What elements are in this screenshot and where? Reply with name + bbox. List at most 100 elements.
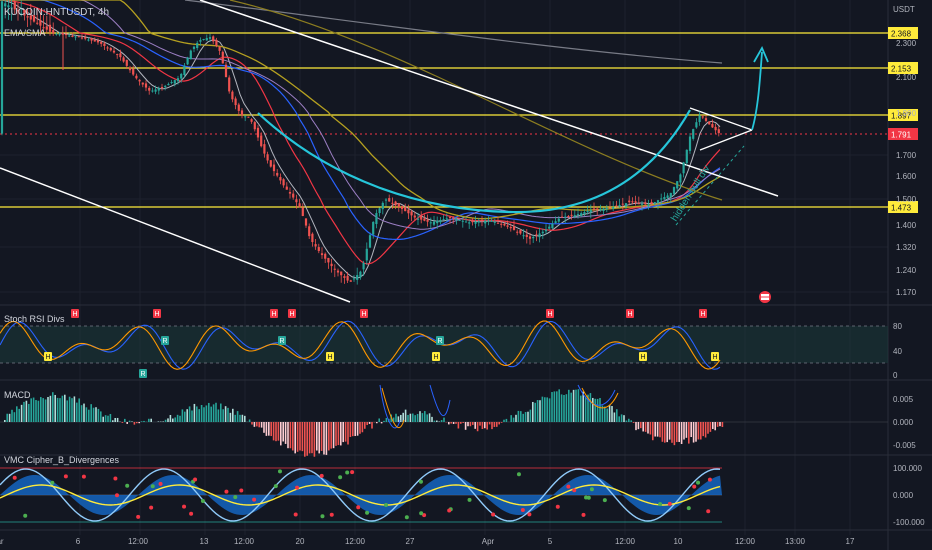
macd-bar xyxy=(692,422,695,443)
vmc-dot xyxy=(293,512,298,517)
candle-body xyxy=(128,67,132,71)
candle-body xyxy=(650,202,653,204)
macd-bar xyxy=(64,394,66,422)
macd-bar xyxy=(150,418,152,422)
candle-body xyxy=(285,186,288,190)
vmc-dot xyxy=(224,489,229,494)
candle-body xyxy=(359,271,362,278)
macd-bar xyxy=(176,414,179,422)
candle-body xyxy=(295,199,298,203)
macd-bar xyxy=(673,422,676,446)
vmc-dot xyxy=(193,477,198,482)
stoch-tick: 0 xyxy=(893,371,898,380)
candle-body xyxy=(391,202,394,204)
candle-body xyxy=(692,129,695,139)
stoch-rsi-pane: H H H H H H H H H H H H H R R R R xyxy=(0,309,888,378)
macd-bar xyxy=(359,422,361,434)
candle-body xyxy=(429,222,432,224)
macd-bar xyxy=(719,422,721,427)
candle-body xyxy=(468,222,471,224)
candle-body xyxy=(7,5,10,8)
vmc-dot xyxy=(200,498,205,503)
macd-bar xyxy=(90,404,92,422)
candle-body xyxy=(420,216,423,220)
price-tick: 1.400 xyxy=(896,221,917,230)
macd-bar xyxy=(700,422,702,440)
macd-bar xyxy=(656,422,659,437)
vmc-dot xyxy=(12,475,17,480)
macd-bar xyxy=(164,419,167,422)
macd-bar xyxy=(462,422,464,423)
div-marker-r xyxy=(161,336,169,345)
macd-bar xyxy=(18,408,20,422)
macd-bar xyxy=(500,422,503,423)
macd-bar xyxy=(505,418,508,422)
macd-bar xyxy=(580,395,582,422)
price-tick: 2.100 xyxy=(896,73,917,82)
macd-bar xyxy=(342,422,344,443)
macd-bar xyxy=(539,400,541,422)
macd-bar xyxy=(419,411,421,422)
candle-body xyxy=(356,275,359,280)
candle-body xyxy=(423,218,426,221)
candle-body xyxy=(154,89,157,92)
macd-bar xyxy=(188,406,191,422)
macd-bar xyxy=(232,408,234,422)
candle-body xyxy=(493,221,496,223)
candle-body xyxy=(682,162,685,174)
macd-bar xyxy=(476,422,479,432)
macd-bar xyxy=(265,422,268,436)
candle-body xyxy=(631,201,634,203)
macd-bar xyxy=(512,417,515,422)
price-tick: 1.700 xyxy=(896,151,917,160)
macd-bar xyxy=(196,406,198,422)
candle-body xyxy=(711,123,714,128)
macd-bar xyxy=(157,421,160,422)
vmc-dot xyxy=(158,481,163,486)
candle-body xyxy=(20,13,23,15)
macd-bar xyxy=(647,422,649,434)
time-tick: 27 xyxy=(406,537,415,546)
candle-body xyxy=(176,78,180,82)
candle-body xyxy=(263,144,266,154)
candle-body xyxy=(160,87,164,89)
candle-body xyxy=(388,198,391,202)
div-marker-h-label: H xyxy=(289,311,294,318)
candle-body xyxy=(714,126,717,131)
macd-bar xyxy=(260,422,263,428)
macd-bar xyxy=(306,422,308,456)
candle-body xyxy=(170,82,173,84)
div-marker-h-label: H xyxy=(72,311,77,318)
candle-body xyxy=(669,192,672,198)
div-marker-r-label: R xyxy=(437,338,442,345)
candle-body xyxy=(701,116,704,118)
candle-body xyxy=(116,54,119,56)
alert-icon[interactable] xyxy=(759,291,771,303)
candle-body xyxy=(103,43,106,46)
time-tick: 12:00 xyxy=(234,537,255,546)
candle-body xyxy=(112,50,116,53)
macd-bar xyxy=(618,416,620,422)
macd-bar xyxy=(352,422,354,437)
div-marker-r xyxy=(436,336,444,345)
macd-bar xyxy=(464,422,467,430)
macd-bar xyxy=(8,413,11,422)
candle-body xyxy=(167,83,170,86)
macd-bar xyxy=(59,398,61,422)
macd-bar xyxy=(416,413,419,422)
candle-body xyxy=(704,118,708,121)
candle-body xyxy=(13,1,16,10)
macd-bar xyxy=(100,411,102,422)
div-marker-h xyxy=(626,309,634,318)
candle-body xyxy=(496,222,500,224)
vmc-dot xyxy=(419,511,424,516)
candle-body xyxy=(148,87,151,91)
vmc-dot xyxy=(295,485,300,490)
macd-bar xyxy=(637,422,640,430)
macd-bar xyxy=(200,404,203,422)
macd-bar xyxy=(479,422,481,426)
macd-bar xyxy=(73,396,76,422)
macd-bar xyxy=(577,389,580,422)
macd-bar xyxy=(596,398,599,422)
